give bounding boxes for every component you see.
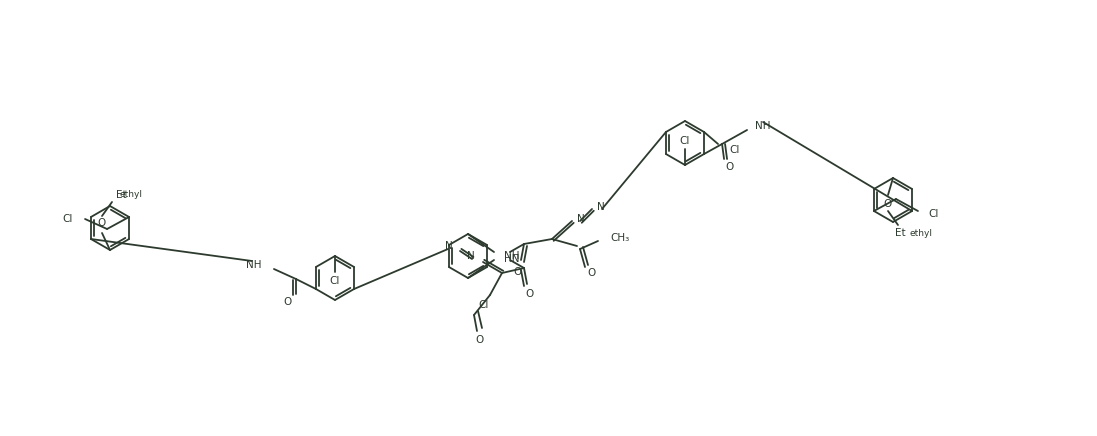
Text: N: N (445, 241, 453, 251)
Text: Cl: Cl (730, 145, 739, 155)
Text: O: O (284, 297, 292, 307)
Text: N: N (577, 214, 585, 224)
Text: N: N (597, 202, 604, 212)
Text: Cl: Cl (63, 214, 73, 224)
Text: NH: NH (504, 251, 520, 261)
Text: O: O (725, 162, 733, 172)
Text: ethyl: ethyl (120, 190, 143, 198)
Text: Cl: Cl (330, 276, 340, 286)
Text: CH₃: CH₃ (610, 233, 630, 243)
Text: N: N (467, 251, 475, 261)
Text: Cl: Cl (928, 209, 938, 219)
Text: ethyl: ethyl (909, 228, 932, 238)
Text: O: O (588, 268, 596, 278)
Text: NH: NH (247, 260, 262, 270)
Text: O: O (525, 289, 534, 299)
Text: O: O (884, 199, 892, 209)
Text: Et: Et (116, 190, 126, 200)
Text: NH: NH (755, 121, 770, 131)
Text: Cl: Cl (680, 136, 690, 146)
Text: HN: HN (504, 254, 520, 264)
Text: Et: Et (895, 228, 906, 238)
Text: O: O (98, 218, 106, 228)
Text: O: O (513, 267, 522, 277)
Text: Cl: Cl (478, 300, 489, 310)
Text: O: O (476, 335, 484, 345)
